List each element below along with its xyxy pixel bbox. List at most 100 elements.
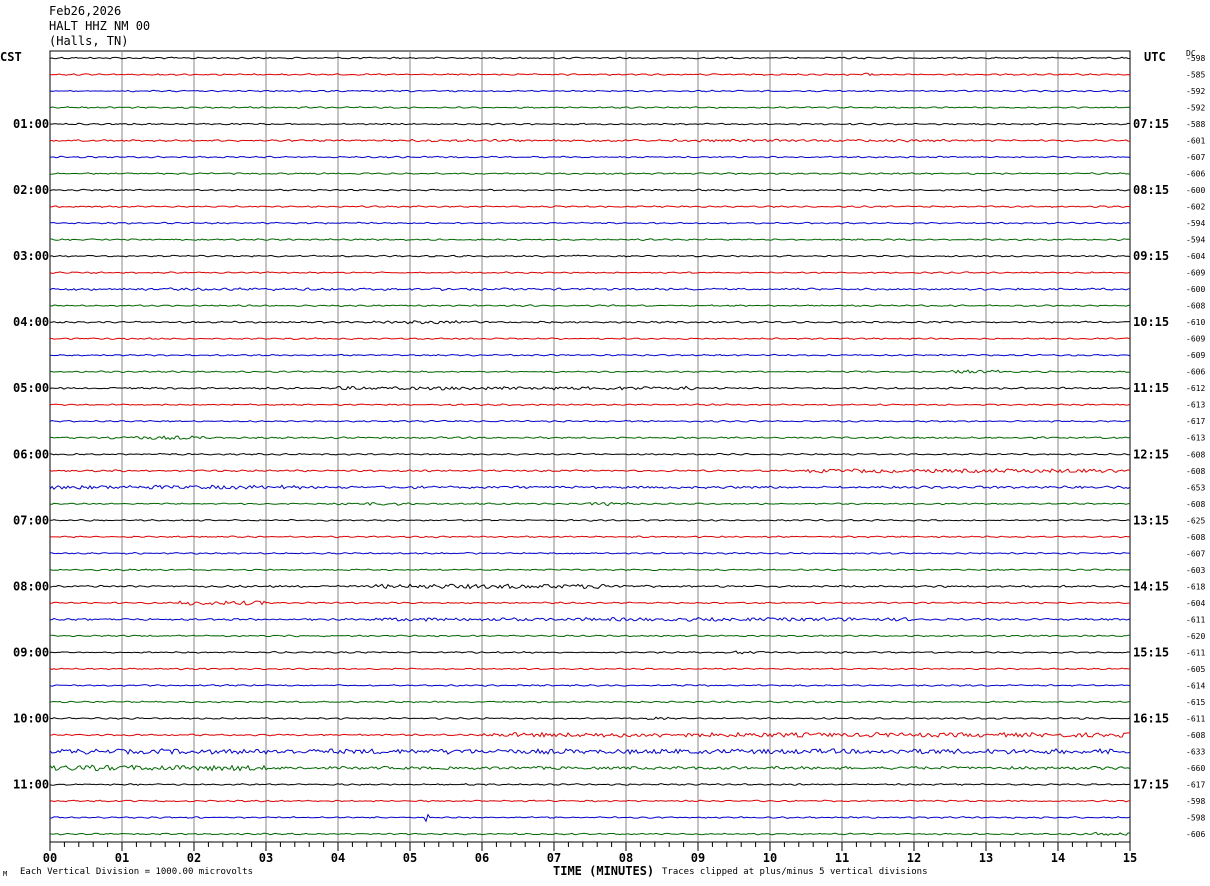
clip-note: Traces clipped at plus/minus 5 vertical … (662, 867, 928, 877)
dc-offset-value: -617 (1186, 417, 1205, 426)
right-hour-label: 09:15 (1133, 249, 1169, 263)
trace-line (50, 122, 1131, 126)
right-hour-label: 15:15 (1133, 645, 1169, 659)
trace-line (49, 89, 1131, 93)
x-tick-label: 08 (619, 851, 633, 865)
right-hour-label: 16:15 (1133, 711, 1169, 725)
dc-offset-value: -594 (1186, 236, 1205, 245)
trace-line (49, 634, 1130, 638)
trace-line (50, 320, 1131, 325)
trace-line (49, 369, 1131, 374)
trace-line (50, 353, 1131, 357)
trace-line (50, 518, 1131, 522)
right-hour-label: 07:15 (1133, 117, 1169, 131)
x-tick-label: 14 (1051, 851, 1065, 865)
logo-mark: M (3, 870, 8, 878)
trace-line (49, 337, 1131, 341)
dc-offset-value: -660 (1186, 764, 1205, 773)
dc-offset-value: -612 (1186, 384, 1205, 393)
x-tick-label: 15 (1123, 851, 1137, 865)
trace-line (49, 271, 1131, 275)
dc-offset-value: -618 (1186, 582, 1205, 591)
trace-line (49, 731, 1130, 738)
dc-offset-value: -611 (1186, 648, 1205, 657)
left-hour-label: 06:00 (13, 447, 49, 461)
header-location: (Halls, TN) (49, 34, 129, 48)
dc-column-label: DC (1186, 49, 1196, 58)
dc-offset-value: -607 (1186, 549, 1205, 558)
dc-offset-value: -604 (1186, 252, 1205, 261)
x-tick-label: 04 (331, 851, 345, 865)
trace-line (49, 831, 1131, 837)
dc-offset-value: -611 (1186, 615, 1205, 624)
dc-offset-value: -598 (1186, 813, 1205, 822)
x-tick-label: 06 (475, 851, 489, 865)
dc-offset-value: -617 (1186, 780, 1205, 789)
dc-offset-value: -600 (1186, 285, 1205, 294)
trace-line (49, 600, 1130, 606)
trace-line (49, 501, 1131, 507)
scale-note: Each Vertical Division = 1000.00 microvo… (20, 867, 253, 877)
dc-offset-value: -600 (1186, 186, 1205, 195)
dc-offset-value: -608 (1186, 731, 1205, 740)
dc-offset-value: -601 (1186, 137, 1205, 146)
dc-offset-value: -608 (1186, 500, 1205, 509)
trace-line (49, 172, 1131, 175)
x-tick-label: 12 (907, 851, 921, 865)
trace-line (49, 764, 1131, 772)
trace-line (49, 813, 1131, 823)
dc-offset-value: -614 (1186, 681, 1205, 690)
left-timezone-label: CST (0, 50, 22, 64)
dc-offset-value: -613 (1186, 401, 1205, 410)
dc-offset-value: -608 (1186, 302, 1205, 311)
dc-offset-value: -607 (1186, 153, 1205, 162)
left-hour-label: 10:00 (13, 711, 49, 725)
trace-line (49, 650, 1131, 655)
x-tick-label: 01 (115, 851, 129, 865)
trace-line (49, 747, 1131, 756)
trace-line (49, 435, 1131, 441)
trace-line (49, 221, 1131, 225)
x-tick-label: 11 (835, 851, 849, 865)
dc-offset-value: -608 (1186, 533, 1205, 542)
right-hour-label: 11:15 (1133, 381, 1169, 395)
trace-line (49, 468, 1131, 474)
dc-offset-value: -653 (1186, 483, 1205, 492)
dc-offset-value: -585 (1186, 71, 1205, 80)
dc-offset-value: -625 (1186, 516, 1205, 525)
trace-line (49, 385, 1131, 391)
dc-offset-value: -620 (1186, 632, 1205, 641)
trace-line (49, 188, 1131, 192)
trace-line (49, 287, 1131, 292)
x-tick-label: 10 (763, 851, 777, 865)
trace-line (49, 783, 1130, 786)
x-tick-label: 03 (259, 851, 273, 865)
dc-offset-value: -588 (1186, 120, 1205, 129)
right-hour-label: 10:15 (1133, 315, 1169, 329)
trace-line (49, 106, 1131, 109)
right-hour-label: 12:15 (1133, 447, 1169, 461)
dc-offset-value: -609 (1186, 335, 1205, 344)
trace-line (50, 238, 1131, 242)
trace-line (49, 667, 1131, 671)
trace-line (49, 72, 1131, 77)
dc-offset-value: -609 (1186, 269, 1205, 278)
right-timezone-label: UTC (1144, 50, 1166, 64)
header-station: HALT HHZ NM 00 (49, 19, 151, 33)
dc-offset-value: -594 (1186, 219, 1205, 228)
trace-line (49, 419, 1131, 423)
dc-offset-value: -598 (1186, 54, 1205, 63)
trace-line (50, 616, 1131, 622)
x-axis-label: TIME (MINUTES) (553, 864, 655, 878)
x-tick-label: 07 (547, 851, 561, 865)
trace-line (49, 484, 1131, 490)
left-hour-label: 08:00 (13, 579, 49, 593)
dc-offset-value: -613 (1186, 434, 1205, 443)
trace-line (49, 304, 1131, 308)
plot-frame (49, 50, 1131, 843)
trace-line (49, 684, 1131, 687)
dc-offset-value: -603 (1186, 566, 1205, 575)
dc-offset-value: -610 (1186, 318, 1205, 327)
dc-offset-value: -602 (1186, 203, 1205, 212)
